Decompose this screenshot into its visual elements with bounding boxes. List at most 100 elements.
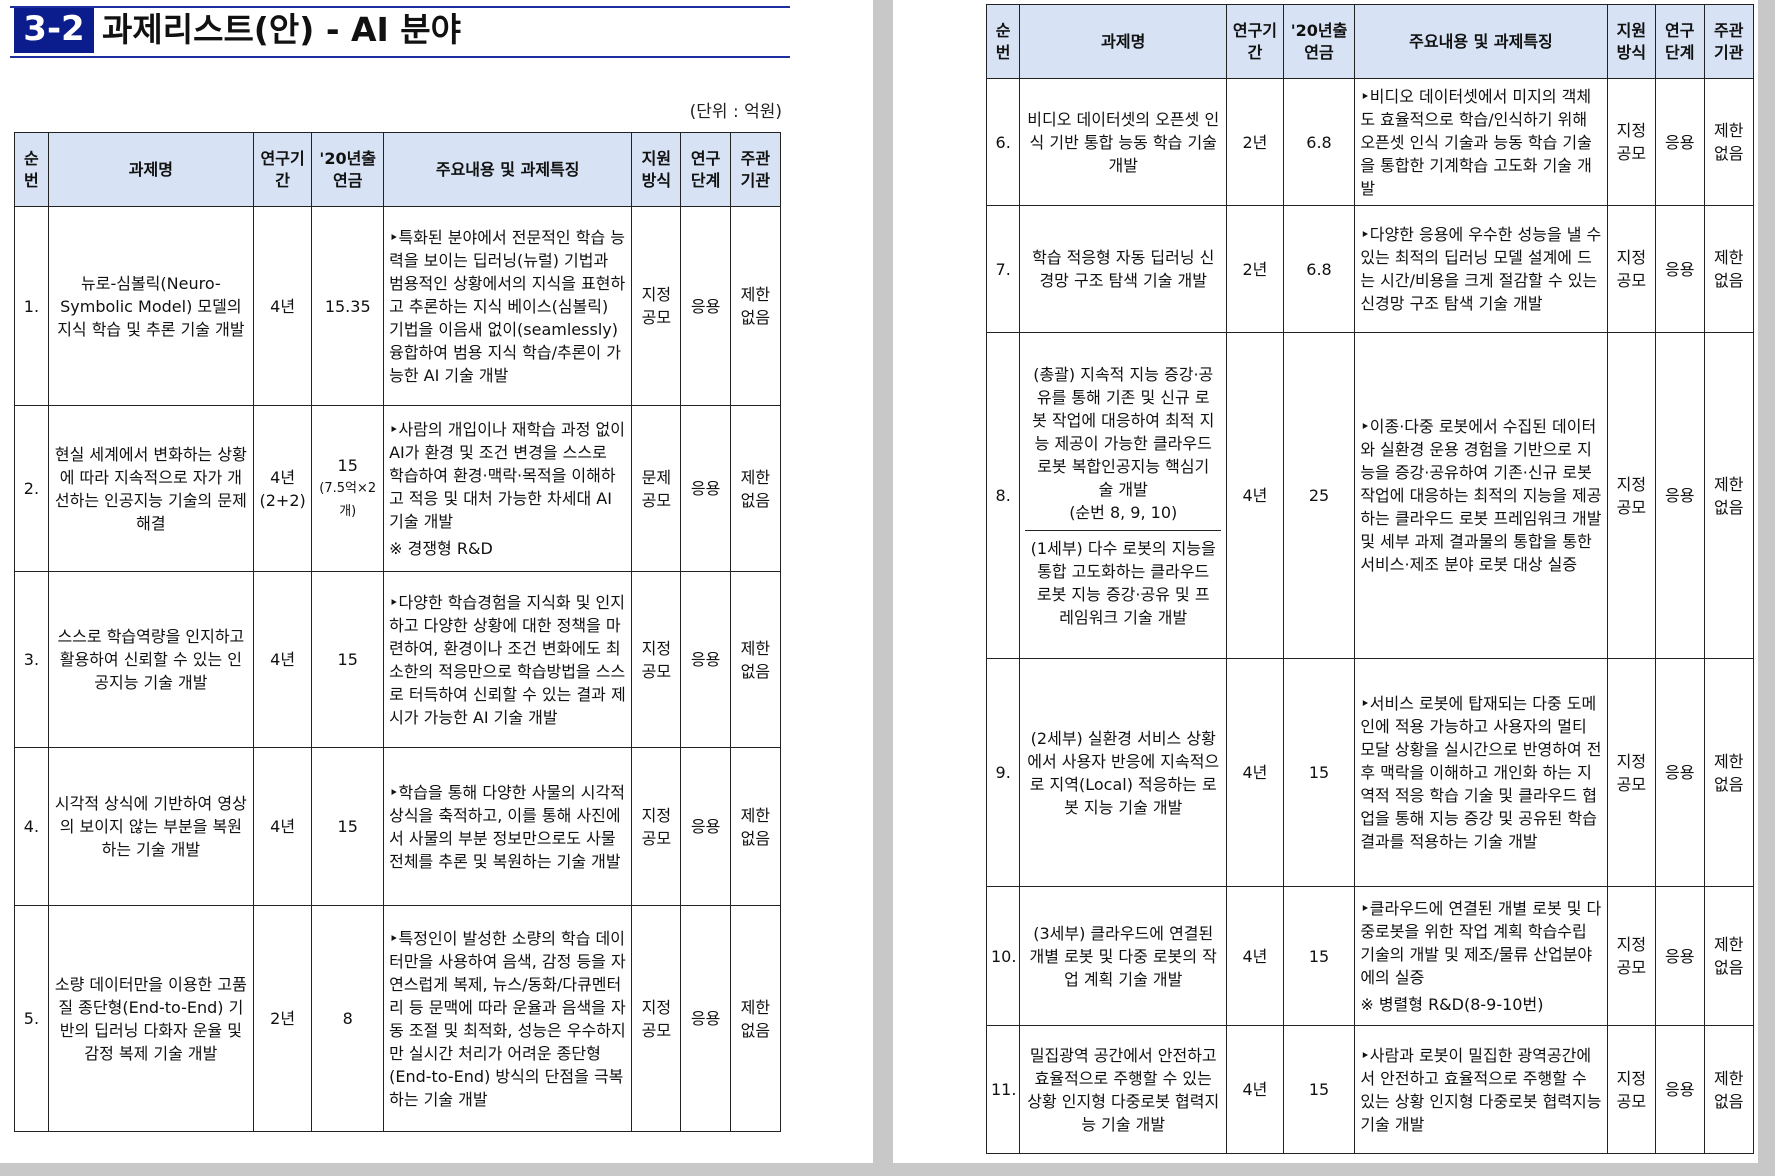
row-no: 10. [985,886,1021,1026]
row-content-note: ※ 경쟁형 R&D [389,538,493,558]
table-row: 9. (2세부) 실환경 서비스 상황에서 사용자 반응에 지속적으로 지역(L… [985,658,1754,887]
row-period: 4년 [1226,658,1284,887]
row-content: ‣사람의 개입이나 재학습 과정 없이 AI가 환경 및 조건 변경을 스스로 … [389,419,625,531]
row-content: ‣서비스 로봇에 탑재되는 다중 도메인에 적용 가능하고 사용자의 멀티 모달… [1354,658,1608,887]
row-stage: 응용 [680,206,731,406]
row-period: 4년 [1226,886,1284,1026]
header-stage: 연구단계 [680,132,731,207]
table-header-row: 순번 과제명 연구기간 '20년출연금 주요내용 및 과제특징 지원방식 연구단… [985,4,1754,79]
row-name: 비디오 데이터셋의 오픈셋 인식 기반 통합 능동 학습 기술 개발 [1019,78,1228,206]
row-no: 1. [14,206,49,406]
row-no: 4. [14,747,49,906]
header-content: 주요내용 및 과제특징 [1354,4,1608,79]
header-period: 연구기간 [1226,4,1284,79]
document-page-left: 3-2 과제리스트(안) - AI 분야 (단위 : 억원) 순번 과제명 연구… [0,0,873,1163]
row-content: ‣특화된 분야에서 전문적인 학습 능력을 보이는 딥러닝(뉴럴) 기법과 범용… [383,206,633,406]
unit-note: (단위 : 억원) [689,102,782,122]
header-budget: '20년출연금 [311,132,385,207]
row-support: 지정공모 [1606,332,1657,659]
row-period: 2년 [1226,78,1284,206]
row-stage: 응용 [680,405,731,572]
row-content: ‣다양한 학습경험을 지식화 및 인지하고 다양한 상황에 대한 정책을 마련하… [383,571,633,748]
row-name: 뉴로-심볼릭(Neuro-Symbolic Model) 모델의 지식 학습 및… [47,206,254,406]
row-content-cell: ‣사람의 개입이나 재학습 과정 없이 AI가 환경 및 조건 변경을 스스로 … [383,405,633,572]
header-name: 과제명 [47,132,254,207]
row-budget: 6.8 [1282,78,1356,206]
document-page-right: 순번 과제명 연구기간 '20년출연금 주요내용 및 과제특징 지원방식 연구단… [893,0,1758,1163]
table-row: 2. 현실 세계에서 변화하는 상황에 따라 지속적으로 자가 개선하는 인공지… [14,405,782,572]
row-support: 지정공모 [1606,205,1657,333]
header-agency: 주관기관 [729,132,782,207]
row-no: 6. [985,78,1021,206]
row-support: 지정공모 [631,747,682,906]
row-budget: 15 [311,747,385,906]
row-agency: 제한없음 [1703,886,1754,1026]
row-support: 지정공모 [1606,658,1657,887]
row-no: 5. [14,905,49,1132]
row-content: ‣비디오 데이터셋에서 미지의 객체도 효율적으로 학습/인식하기 위해 오픈셋… [1354,78,1608,206]
header-support: 지원방식 [1606,4,1657,79]
row-budget: 6.8 [1282,205,1356,333]
row-period: 4년 [1226,332,1284,659]
row-period: 4년 [1226,1025,1284,1154]
row-stage: 응용 [680,747,731,906]
row-budget: 15 [1282,658,1356,887]
row-no: 3. [14,571,49,748]
table-row: 8. (총괄) 지속적 지능 증강·공유를 통해 기존 및 신규 로봇 작업에 … [985,332,1754,659]
title-bottom-rule [10,56,790,58]
row-support: 문제공모 [631,405,682,572]
row-name: 스스로 학습역량을 인지하고 활용하여 신뢰할 수 있는 인공지능 기술 개발 [47,571,254,748]
row-content: ‣다양한 응용에 우수한 성능을 낼 수 있는 최적의 딥러닝 모델 설계에 드… [1354,205,1608,333]
row-content: ‣클라우드에 연결된 개별 로봇 및 다중로봇을 위한 작업 계획 학습수립 기… [1360,898,1602,987]
section-title: 과제리스트(안) - AI 분야 [102,10,462,49]
row-period: 4년 [252,571,313,748]
row-budget: 15 [311,571,385,748]
section-title-bar: 3-2 과제리스트(안) - AI 분야 [10,6,790,58]
row-stage: 응용 [1655,78,1705,206]
row-no: 7. [985,205,1021,333]
row-name: (2세부) 실환경 서비스 상황에서 사용자 반응에 지속적으로 지역(Loca… [1019,658,1228,887]
row-period: 2년 [252,905,313,1132]
row-name-cell: (총괄) 지속적 지능 증강·공유를 통해 기존 및 신규 로봇 작업에 대응하… [1019,332,1228,659]
row-support: 지정공모 [631,206,682,406]
row-stage: 응용 [1655,886,1705,1026]
row-name: 시각적 상식에 기반하여 영상의 보이지 않는 부분을 복원하는 기술 개발 [47,747,254,906]
row-support: 지정공모 [1606,78,1657,206]
table-row: 10. (3세부) 클라우드에 연결된 개별 로봇 및 다중 로봇의 작업 계획… [985,886,1754,1026]
row-period: 4년 [252,206,313,406]
row-name: 밀집광역 공간에서 안전하고 효율적으로 주행할 수 있는 상황 인지형 다중로… [1019,1025,1228,1154]
row-no: 2. [14,405,49,572]
row-period: 4년 [252,747,313,906]
row-support: 지정공모 [1606,1025,1657,1154]
table-row: 6. 비디오 데이터셋의 오픈셋 인식 기반 통합 능동 학습 기술 개발 2년… [985,78,1754,206]
row-stage: 응용 [680,905,731,1132]
header-content: 주요내용 및 과제특징 [383,132,633,207]
row-period: 4년 (2+2) [252,405,313,572]
row-budget: 8 [311,905,385,1132]
header-name: 과제명 [1019,4,1228,79]
row-agency: 제한없음 [1703,332,1754,659]
row-stage: 응용 [1655,205,1705,333]
row-agency: 제한없음 [1703,1025,1754,1154]
row-content: ‣이종·다중 로봇에서 수집된 데이터와 실환경 운용 경험을 기반으로 지능을… [1354,332,1608,659]
table-row: 1. 뉴로-심볼릭(Neuro-Symbolic Model) 모델의 지식 학… [14,206,782,406]
row-stage: 응용 [1655,658,1705,887]
row-budget: 15 [1282,1025,1356,1154]
row-budget: 15 [1282,886,1356,1026]
table-row: 4. 시각적 상식에 기반하여 영상의 보이지 않는 부분을 복원하는 기술 개… [14,747,782,906]
task-table-left: 순번 과제명 연구기간 '20년출연금 주요내용 및 과제특징 지원방식 연구단… [14,132,782,1132]
row-name: 학습 적응형 자동 딥러닝 신경망 구조 탐색 기술 개발 [1019,205,1228,333]
row-stage: 응용 [1655,332,1705,659]
row-name: 현실 세계에서 변화하는 상황에 따라 지속적으로 자가 개선하는 인공지능 기… [47,405,254,572]
row-agency: 제한없음 [729,571,782,748]
row-support: 지정공모 [1606,886,1657,1026]
row-budget-cell: 15 (7.5억×2개) [311,405,385,572]
row-content-note: ※ 병렬형 R&D(8-9-10번) [1360,994,1544,1014]
header-budget: '20년출연금 [1282,4,1356,79]
row-name-main: (총괄) 지속적 지능 증강·공유를 통해 기존 및 신규 로봇 작업에 대응하… [1032,364,1215,522]
row-period: 2년 [1226,205,1284,333]
header-no: 순번 [14,132,49,207]
task-table-right: 순번 과제명 연구기간 '20년출연금 주요내용 및 과제특징 지원방식 연구단… [985,4,1754,1154]
row-budget: 15 [337,456,358,475]
header-stage: 연구단계 [1655,4,1705,79]
